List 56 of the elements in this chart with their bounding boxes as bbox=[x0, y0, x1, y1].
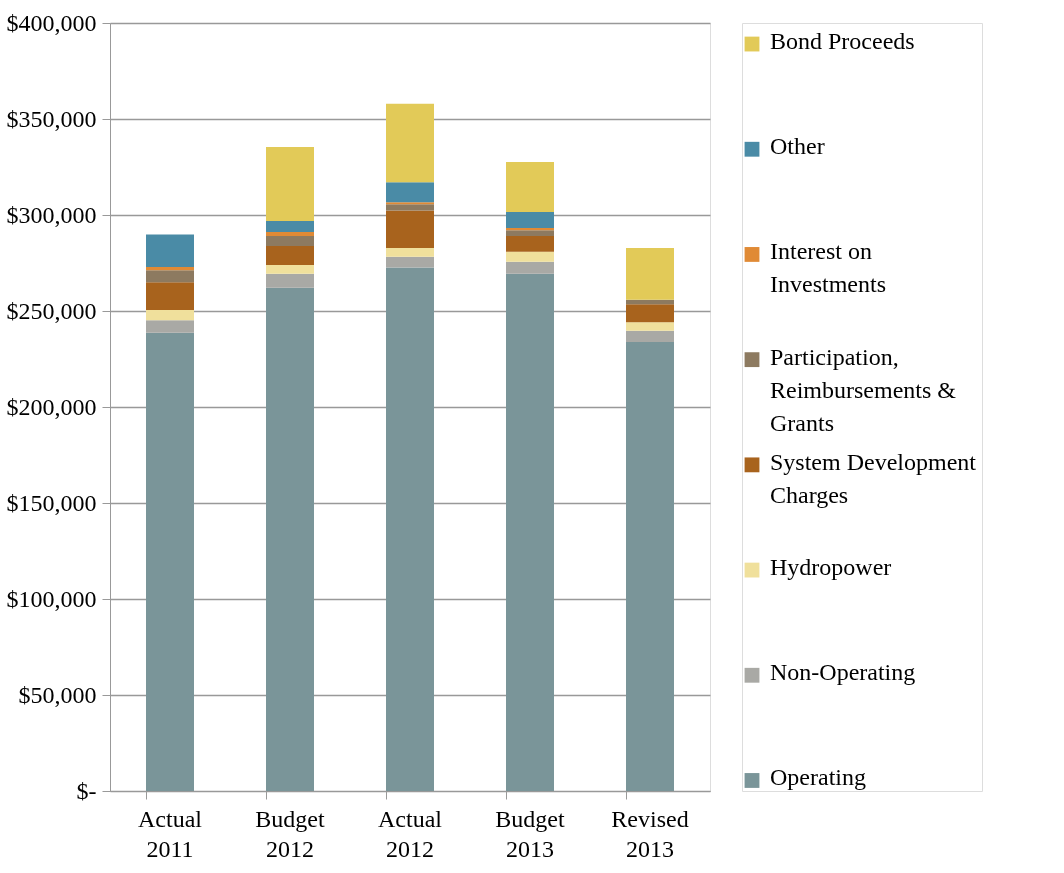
y-tick-label: $100,000 bbox=[6, 585, 97, 612]
legend-label: System Development Charges bbox=[770, 448, 977, 508]
bar bbox=[266, 235, 314, 246]
bar bbox=[386, 182, 434, 203]
bar bbox=[506, 251, 554, 262]
bar bbox=[146, 320, 194, 333]
bar bbox=[506, 235, 554, 252]
y-tick-label: $250,000 bbox=[6, 297, 97, 324]
bar bbox=[506, 273, 554, 791]
bar bbox=[266, 287, 314, 791]
y-tick-label: $200,000 bbox=[6, 393, 97, 420]
bar bbox=[626, 322, 674, 331]
legend-label: Hydropower bbox=[770, 554, 892, 581]
bar bbox=[626, 330, 674, 342]
bar bbox=[506, 162, 554, 212]
y-tick-label: $400,000 bbox=[6, 9, 97, 36]
y-tick-label: $300,000 bbox=[6, 201, 97, 228]
x-tick-label: Budget 2013 bbox=[495, 805, 565, 862]
bar bbox=[386, 267, 434, 791]
bar bbox=[386, 210, 434, 249]
x-tick-label: Actual 2012 bbox=[378, 805, 443, 862]
legend-label: Other bbox=[770, 133, 825, 160]
x-tick-label: Budget 2012 bbox=[255, 805, 325, 862]
bar bbox=[266, 265, 314, 274]
bar bbox=[266, 245, 314, 266]
bar bbox=[266, 147, 314, 221]
bar bbox=[266, 232, 314, 236]
bar bbox=[146, 310, 194, 321]
bar bbox=[266, 273, 314, 288]
legend-label: Participation, Reimbursements & Grants bbox=[770, 343, 957, 436]
y-tick-label: $150,000 bbox=[6, 489, 97, 516]
bar bbox=[266, 220, 314, 233]
x-tick-label: Actual 2011 bbox=[138, 805, 203, 862]
bar bbox=[626, 304, 674, 323]
y-tick-label: $- bbox=[76, 777, 97, 804]
bar bbox=[506, 211, 554, 229]
x-tick-label: Revised 2013 bbox=[611, 805, 689, 862]
bar bbox=[506, 230, 554, 236]
bar bbox=[386, 248, 434, 257]
y-tick-label: $50,000 bbox=[18, 681, 97, 708]
bar bbox=[506, 261, 554, 274]
bar bbox=[146, 332, 194, 791]
bar bbox=[146, 267, 194, 271]
bar bbox=[626, 248, 674, 300]
bar bbox=[626, 341, 674, 791]
bar bbox=[386, 103, 434, 183]
bar bbox=[146, 282, 194, 311]
legend-label: Bond Proceeds bbox=[770, 28, 915, 55]
bar bbox=[146, 270, 194, 283]
y-tick-label: $350,000 bbox=[6, 105, 97, 132]
bar bbox=[146, 234, 194, 268]
legend-label: Interest on Investments bbox=[770, 238, 886, 298]
legend-label: Non-Operating bbox=[770, 659, 916, 686]
bar bbox=[386, 204, 434, 211]
bar bbox=[386, 256, 434, 268]
legend-label: Operating bbox=[770, 764, 866, 791]
